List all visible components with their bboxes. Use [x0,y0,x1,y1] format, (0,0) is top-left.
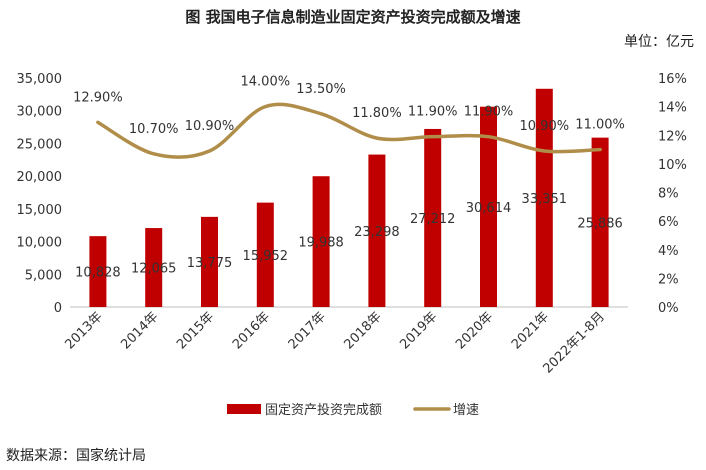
line-value-label: 11.80% [352,106,402,121]
line-value-label: 10.90% [185,119,235,134]
bar [256,202,274,307]
right-axis-tick-label: 0% [658,301,679,316]
bar-value-label: 30,614 [466,201,512,216]
bar-value-label: 10,828 [75,266,121,281]
bar-labels-layer: 10,828 12,065 13,775 15,952 19,988 23,298 27,2… [75,192,623,281]
bar [480,106,497,308]
legend-swatch-bar [227,404,261,414]
bar [89,236,107,307]
bar [201,216,218,307]
right-axis-tick-label: 16% [658,72,687,87]
x-axis-tick-label: 2016年 [230,309,273,352]
x-axis-tick-label: 2020年 [453,309,496,352]
line-value-label: 10.90% [520,119,570,134]
x-axis-tick-label: 2014年 [118,309,161,352]
line-value-label: 13.50% [296,82,346,97]
left-axis-tick-label: 25,000 [17,137,63,152]
x-axis-tick-label: 2018年 [342,309,385,352]
x-axis-tick-label: 2013年 [63,309,106,352]
line-value-label: 11.00% [575,118,625,133]
right-axis-tick-label: 14% [658,101,687,116]
right-axis-tick-label: 12% [658,129,687,144]
bar-value-label: 19,988 [298,236,344,251]
x-axis-tick-label: 2019年 [397,309,440,352]
right-axis-tick-label: 6% [658,215,679,230]
bar-value-label: 25,886 [577,216,623,231]
unit-label: 单位：亿元 [624,34,694,50]
bar-value-label: 15,952 [243,249,289,264]
bar-value-label: 13,775 [187,256,233,271]
x-axis-tick-label: 2017年 [286,309,329,352]
bar [424,128,442,307]
bar-value-label: 12,065 [131,262,177,277]
chart-canvas: 0 5,000 10,000 15,000 20,000 25,000 30,000 35,0… [17,72,687,418]
bar [591,137,609,307]
bar [535,88,553,307]
line-value-label: 12.90% [73,90,123,105]
left-axis-tick-label: 0 [54,301,62,316]
bar-value-label: 23,298 [354,225,400,240]
right-axis-tick-label: 4% [658,244,679,259]
legend-label-line: 增速 [453,403,479,418]
line-value-label: 11.90% [464,105,514,120]
bar [368,154,386,307]
right-axis-tick-label: 8% [658,187,679,202]
line-value-label: 11.90% [408,105,458,120]
left-axis-tick-label: 20,000 [17,170,63,185]
legend-label-bar: 固定资产投资完成额 [265,402,382,418]
growth-line [96,102,602,159]
x-axis-tick-label: 2021年 [509,309,552,352]
line-labels-layer: 12.90% 10.70% 10.90% 14.00% 13.50% 11.80% 11.9… [73,75,625,137]
left-axis-tick-label: 10,000 [17,236,63,251]
bar-value-label: 27,212 [410,212,456,227]
left-axis-tick-label: 35,000 [17,72,63,87]
line-value-label: 10.70% [129,122,179,137]
chart-title: 图 我国电子信息制造业固定资产投资完成额及增速 [185,8,521,26]
source-note: 数据来源：国家统计局 [6,448,146,464]
bars-layer [89,88,609,308]
bar [312,176,330,307]
right-axis-tick-label: 2% [658,272,679,287]
left-axis-tick-label: 30,000 [17,105,63,120]
left-axis-tick-label: 15,000 [17,203,63,218]
legend: 固定资产投资完成额 增速 [227,402,479,418]
right-axis-tick-label: 10% [658,158,687,173]
line-value-label: 14.00% [241,75,291,90]
x-axis-tick-label: 2015年 [174,309,217,352]
left-axis-tick-label: 5,000 [25,268,62,283]
bar-value-label: 33,351 [522,192,568,207]
line-layer [96,102,602,159]
bar [145,228,163,307]
